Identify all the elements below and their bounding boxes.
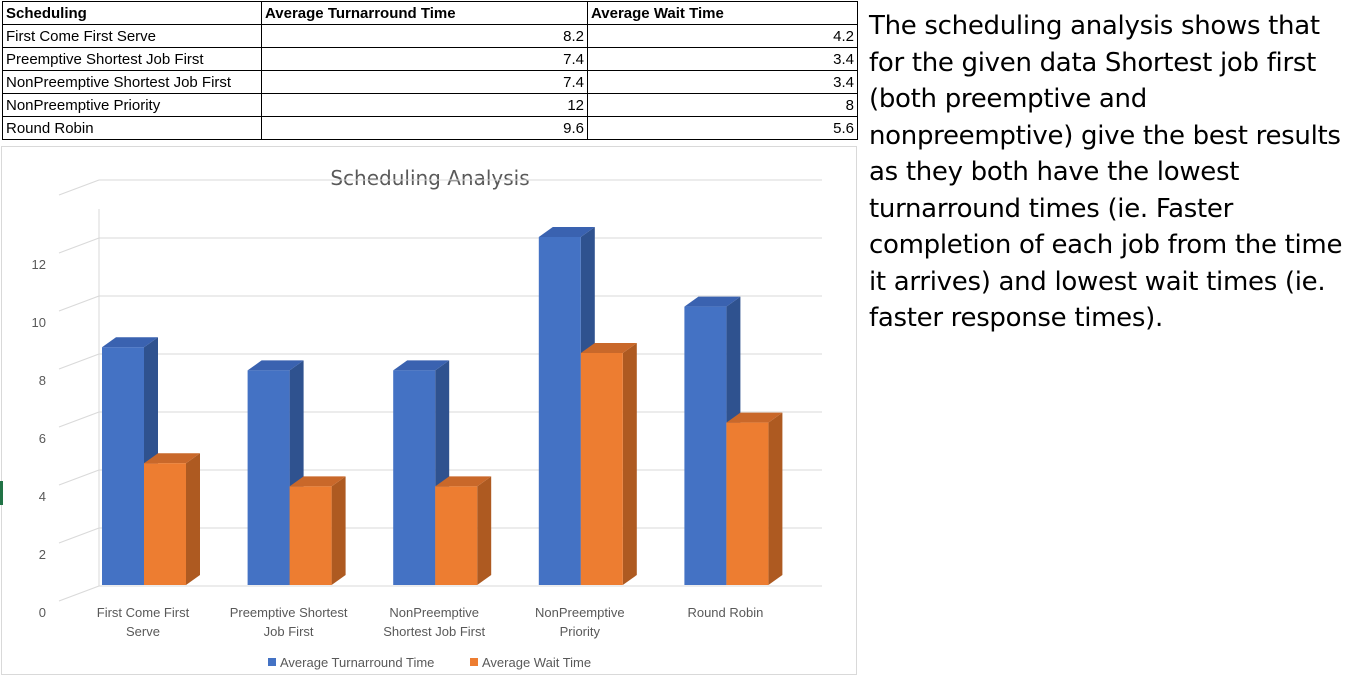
chart-svg: Scheduling Analysis 0 2 4 6 8 10 12 First Come F… — [32, 166, 822, 670]
y-tick-label: 0 — [39, 605, 46, 620]
row-label-cell[interactable]: First Come First Serve — [2, 24, 262, 48]
bar-top — [684, 296, 741, 307]
gridline — [58, 527, 100, 544]
row-label-cell[interactable]: NonPreemptive Shortest Job First — [2, 70, 262, 94]
bar-top — [393, 360, 450, 371]
bar — [247, 370, 290, 585]
value-cell[interactable]: 7.4 — [261, 47, 588, 71]
row-label-cell[interactable]: Round Robin — [2, 116, 262, 140]
header-cell[interactable]: Scheduling — [2, 1, 262, 25]
table-row: Preemptive Shortest Job First 7.4 3.4 — [2, 47, 858, 71]
x-tick-label: Round Robin — [687, 605, 763, 620]
row-label-cell[interactable]: Preemptive Shortest Job First — [2, 47, 262, 71]
bar — [435, 486, 478, 585]
bar-top — [289, 476, 346, 487]
table-row: Round Robin 9.6 5.6 — [2, 116, 858, 140]
bar-top — [247, 360, 304, 371]
bar — [726, 422, 769, 585]
legend-swatch — [470, 658, 478, 666]
analysis-note: The scheduling analysis shows that for t… — [869, 11, 1343, 333]
bar-top — [580, 343, 637, 353]
data-table: Scheduling Average Turnarround Time Averag… — [2, 1, 858, 140]
bar-side — [477, 476, 492, 585]
value-cell[interactable]: 9.6 — [261, 116, 588, 140]
header-cell[interactable]: Average Wait Time — [587, 1, 858, 25]
gridline — [58, 469, 100, 486]
y-tick-label: 10 — [32, 315, 46, 330]
x-tick-label: NonPreemptive — [389, 605, 479, 620]
x-tick-label: First Come First — [97, 605, 190, 620]
value-cell[interactable]: 8.2 — [261, 24, 588, 48]
y-tick-label: 4 — [39, 489, 46, 504]
bar-side — [768, 412, 783, 585]
bar — [144, 463, 186, 585]
value-cell[interactable]: 5.6 — [587, 116, 858, 140]
row-label-cell[interactable]: NonPreemptive Priority — [2, 93, 262, 117]
y-tick-label: 12 — [32, 257, 46, 272]
x-tick-label: Shortest Job First — [383, 624, 485, 639]
row-selection-marker — [0, 481, 3, 505]
table-row: NonPreemptive Priority 12 8 — [2, 93, 858, 117]
legend-swatch — [268, 658, 276, 666]
legend-label: Average Wait Time — [482, 655, 591, 670]
chart-title: Scheduling Analysis — [330, 166, 529, 190]
bar-top — [102, 337, 158, 348]
bar-top — [726, 412, 783, 423]
x-tick-label: Priority — [560, 624, 601, 639]
chart-area[interactable]: Scheduling Analysis 0 2 4 6 8 10 12 First Come F… — [1, 146, 857, 675]
bar — [684, 306, 727, 585]
x-tick-label: Preemptive Shortest — [230, 605, 348, 620]
bar-top — [435, 476, 492, 487]
value-cell[interactable]: 12 — [261, 93, 588, 117]
y-tick-label: 8 — [39, 373, 46, 388]
bar-top — [538, 227, 595, 237]
bar — [393, 370, 436, 585]
y-tick-label: 2 — [39, 547, 46, 562]
value-cell[interactable]: 3.4 — [587, 47, 858, 71]
bar-side — [186, 453, 200, 585]
gridline — [58, 411, 100, 428]
bar — [538, 237, 581, 585]
header-cell[interactable]: Average Turnarround Time — [261, 1, 588, 25]
table-row: NonPreemptive Shortest Job First 7.4 3.4 — [2, 70, 858, 94]
x-tick-label: NonPreemptive — [535, 605, 625, 620]
bar — [580, 353, 623, 585]
gridline — [58, 295, 100, 312]
gridline — [58, 237, 100, 254]
table-header-row: Scheduling Average Turnarround Time Averag… — [2, 1, 858, 25]
gridline — [58, 353, 100, 370]
table-row: First Come First Serve 8.2 4.2 — [2, 24, 858, 48]
y-tick-label: 6 — [39, 431, 46, 446]
value-cell[interactable]: 8 — [587, 93, 858, 117]
bar — [289, 486, 332, 585]
legend-label: Average Turnarround Time — [280, 655, 434, 670]
gridline — [58, 585, 100, 602]
bar-top — [144, 453, 200, 464]
gridline — [58, 179, 100, 196]
bar — [102, 347, 144, 585]
x-tick-label: Serve — [126, 624, 160, 639]
value-cell[interactable]: 3.4 — [587, 70, 858, 94]
value-cell[interactable]: 7.4 — [261, 70, 588, 94]
x-tick-label: Job First — [264, 624, 314, 639]
bar-side — [622, 343, 637, 585]
value-cell[interactable]: 4.2 — [587, 24, 858, 48]
bar-side — [331, 476, 346, 585]
